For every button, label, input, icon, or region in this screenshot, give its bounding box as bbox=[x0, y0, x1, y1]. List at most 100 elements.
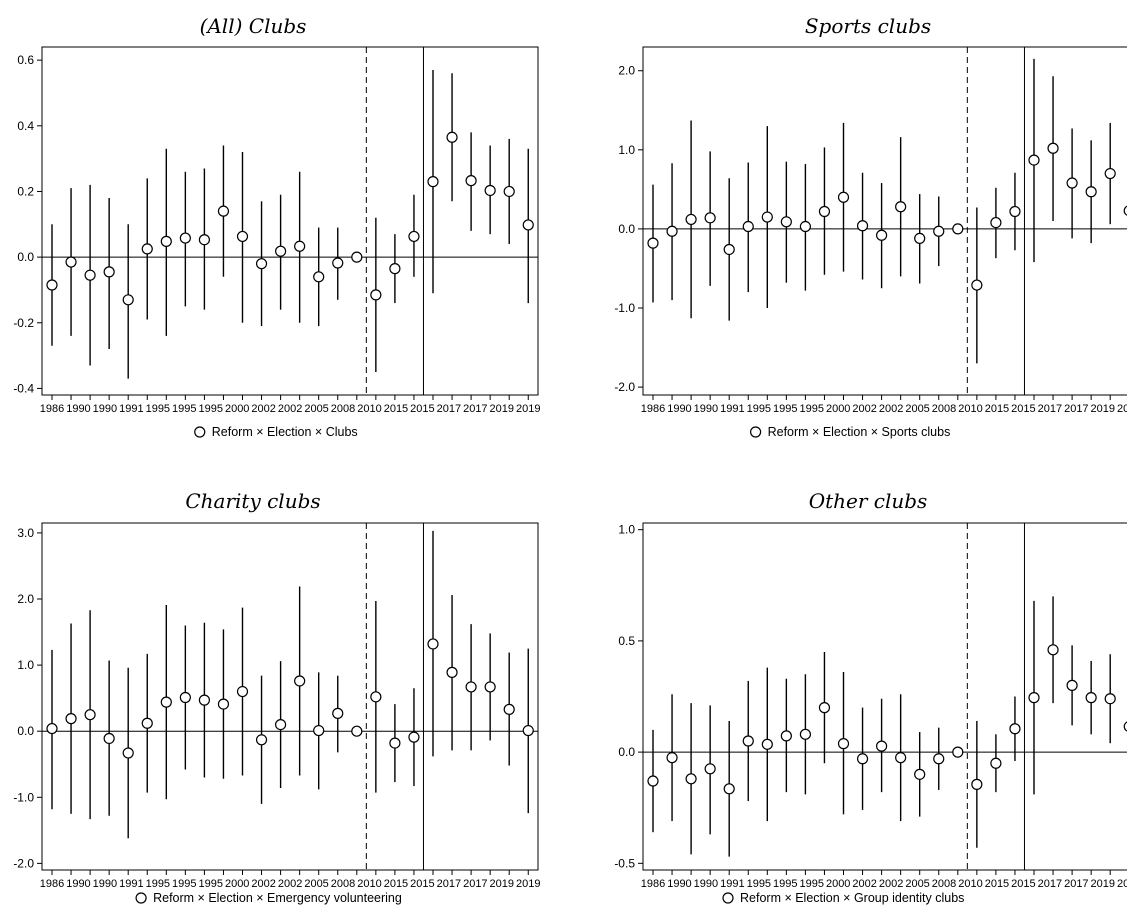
x-tick-label: 1995 bbox=[773, 878, 797, 890]
x-tick-label: 2019 bbox=[490, 403, 514, 415]
point-estimate bbox=[799, 728, 812, 740]
point-estimate bbox=[370, 289, 382, 301]
point-estimate bbox=[1047, 142, 1059, 154]
point-estimate bbox=[484, 681, 496, 693]
x-tick-label: 1990 bbox=[66, 403, 90, 415]
point-estimate bbox=[1047, 644, 1059, 656]
x-tick-label: 2019 bbox=[1117, 878, 1127, 890]
plot-frame bbox=[642, 46, 1127, 396]
x-tick-label: 1995 bbox=[146, 878, 170, 890]
point-estimate bbox=[65, 256, 77, 268]
x-tick-label: 2015 bbox=[1011, 403, 1035, 415]
x-tick-label: 1995 bbox=[747, 403, 771, 415]
point-estimate bbox=[971, 279, 983, 291]
point-estimate bbox=[255, 258, 268, 270]
x-tick-label: 2019 bbox=[1091, 878, 1115, 890]
point-estimate bbox=[666, 752, 678, 764]
chart-title: (All) Clubs bbox=[200, 14, 307, 38]
point-estimate bbox=[704, 763, 716, 775]
point-estimate bbox=[255, 734, 268, 746]
x-tick-label: 1990 bbox=[66, 878, 90, 890]
point-estimate bbox=[122, 294, 134, 306]
point-estimate bbox=[84, 709, 96, 721]
y-tick-label: -0.2 bbox=[13, 316, 34, 330]
point-estimate bbox=[122, 747, 134, 759]
point-estimate bbox=[65, 713, 77, 725]
x-tick-label: 2000 bbox=[225, 878, 249, 890]
point-estimate bbox=[198, 694, 210, 706]
x-tick-label: 2017 bbox=[437, 878, 461, 890]
point-estimate bbox=[84, 269, 96, 281]
point-estimate bbox=[1123, 721, 1127, 732]
point-estimate bbox=[408, 731, 420, 743]
x-tick-label: 1990 bbox=[694, 878, 718, 890]
point-estimate bbox=[217, 698, 230, 710]
point-estimate bbox=[895, 201, 907, 213]
point-estimate bbox=[389, 737, 401, 749]
legend-label: Reform × Election × Clubs bbox=[212, 425, 358, 439]
x-tick-label: 2015 bbox=[384, 403, 408, 415]
point-estimate bbox=[818, 205, 831, 218]
x-tick-label: 2017 bbox=[1064, 403, 1088, 415]
x-tick-label: 1990 bbox=[93, 403, 117, 415]
point-estimate bbox=[1066, 679, 1078, 691]
x-tick-label: 2017 bbox=[437, 403, 461, 415]
point-estimate bbox=[446, 666, 458, 678]
x-tick-label: 2017 bbox=[1038, 403, 1062, 415]
plot-frame bbox=[41, 46, 539, 396]
point-estimate bbox=[179, 691, 191, 704]
y-tick-label: 0.5 bbox=[618, 634, 635, 648]
x-tick-label: 2010 bbox=[357, 403, 381, 415]
chart-title: Charity clubs bbox=[185, 489, 320, 513]
y-tick-label: 0.2 bbox=[17, 184, 34, 198]
x-tick-label: 2008 bbox=[331, 878, 355, 890]
x-tick-label: 2000 bbox=[826, 878, 850, 890]
point-estimate bbox=[389, 263, 401, 275]
point-estimate bbox=[1085, 186, 1097, 198]
point-estimate bbox=[1028, 692, 1040, 704]
point-estimate bbox=[875, 229, 888, 241]
point-estimate bbox=[332, 257, 344, 269]
point-estimate bbox=[313, 724, 325, 737]
x-tick-label: 2015 bbox=[410, 878, 434, 890]
point-estimate bbox=[275, 718, 287, 731]
point-estimate bbox=[46, 722, 58, 735]
legend-label: Reform × Election × Emergency volunteeri… bbox=[153, 891, 402, 905]
point-estimate bbox=[179, 232, 191, 244]
y-tick-label: 1.0 bbox=[618, 143, 635, 157]
point-estimate bbox=[1085, 692, 1097, 704]
legend-label: Reform × Election × Sports clubs bbox=[768, 425, 951, 439]
x-tick-label: 2002 bbox=[879, 878, 903, 890]
point-estimate bbox=[103, 266, 115, 278]
point-estimate bbox=[914, 232, 926, 244]
y-tick-label: -0.4 bbox=[13, 381, 34, 395]
point-estimate bbox=[933, 225, 945, 237]
point-estimate bbox=[503, 185, 515, 198]
y-tick-label: 0.4 bbox=[17, 119, 34, 133]
point-estimate bbox=[1009, 723, 1021, 735]
y-tick-label: 3.0 bbox=[17, 526, 34, 540]
y-tick-label: 0.0 bbox=[17, 250, 34, 264]
legend-marker bbox=[722, 892, 734, 904]
point-estimate bbox=[198, 234, 210, 246]
point-estimate bbox=[723, 243, 735, 256]
x-tick-label: 1991 bbox=[119, 878, 143, 890]
x-tick-label: 1995 bbox=[172, 403, 196, 415]
y-tick-label: -0.5 bbox=[614, 856, 635, 870]
point-estimate bbox=[856, 220, 869, 232]
x-tick-label: 1990 bbox=[694, 403, 718, 415]
y-tick-label: 1.0 bbox=[17, 658, 34, 672]
x-tick-label: 2019 bbox=[516, 878, 540, 890]
point-estimate bbox=[275, 245, 287, 257]
x-tick-label: 2017 bbox=[1038, 878, 1062, 890]
point-estimate bbox=[313, 271, 325, 283]
point-estimate bbox=[933, 753, 945, 765]
point-estimate bbox=[952, 223, 964, 235]
x-tick-label: 2002 bbox=[879, 403, 903, 415]
point-estimate bbox=[503, 703, 515, 715]
point-estimate bbox=[408, 230, 420, 243]
x-tick-label: 2008 bbox=[932, 403, 956, 415]
